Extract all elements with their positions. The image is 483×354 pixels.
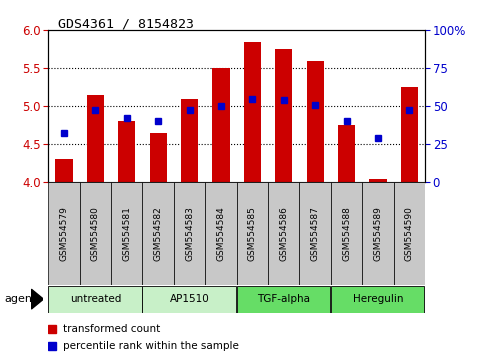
Bar	[213, 68, 229, 182]
Bar	[275, 49, 292, 182]
Text: GSM554581: GSM554581	[122, 206, 131, 261]
Bar	[174, 182, 205, 285]
Text: Heregulin: Heregulin	[353, 294, 403, 304]
Text: GSM554582: GSM554582	[154, 206, 163, 261]
Bar	[80, 182, 111, 285]
Bar	[244, 41, 261, 182]
Bar	[181, 98, 198, 182]
Bar	[48, 286, 142, 313]
Bar	[237, 182, 268, 285]
Bar	[331, 182, 362, 285]
Bar	[56, 159, 72, 182]
Bar	[142, 182, 174, 285]
Bar	[331, 286, 425, 313]
Text: GSM554583: GSM554583	[185, 206, 194, 261]
Bar	[111, 182, 142, 285]
Bar	[118, 121, 135, 182]
Text: GSM554585: GSM554585	[248, 206, 257, 261]
Text: GSM554588: GSM554588	[342, 206, 351, 261]
Text: GSM554587: GSM554587	[311, 206, 320, 261]
Text: GSM554590: GSM554590	[405, 206, 414, 261]
Bar	[401, 87, 418, 182]
Bar	[150, 133, 167, 182]
Bar	[369, 178, 386, 182]
Bar	[237, 286, 330, 313]
Bar	[338, 125, 355, 182]
Bar	[142, 286, 236, 313]
Text: GSM554580: GSM554580	[91, 206, 100, 261]
Text: AP1510: AP1510	[170, 294, 210, 304]
Text: percentile rank within the sample: percentile rank within the sample	[63, 341, 239, 351]
Text: GSM554584: GSM554584	[216, 206, 226, 261]
Bar	[299, 182, 331, 285]
Text: GSM554579: GSM554579	[59, 206, 69, 261]
Bar	[362, 182, 394, 285]
Text: GSM554589: GSM554589	[373, 206, 383, 261]
Bar	[87, 95, 104, 182]
Text: GDS4361 / 8154823: GDS4361 / 8154823	[58, 18, 194, 31]
Text: GSM554586: GSM554586	[279, 206, 288, 261]
Bar	[268, 182, 299, 285]
Text: TGF-alpha: TGF-alpha	[257, 294, 310, 304]
Bar	[307, 61, 324, 182]
Bar	[394, 182, 425, 285]
Polygon shape	[31, 289, 43, 309]
Text: transformed count: transformed count	[63, 324, 161, 334]
Bar	[205, 182, 237, 285]
Text: agent: agent	[5, 294, 37, 304]
Bar	[48, 182, 80, 285]
Text: untreated: untreated	[70, 294, 121, 304]
